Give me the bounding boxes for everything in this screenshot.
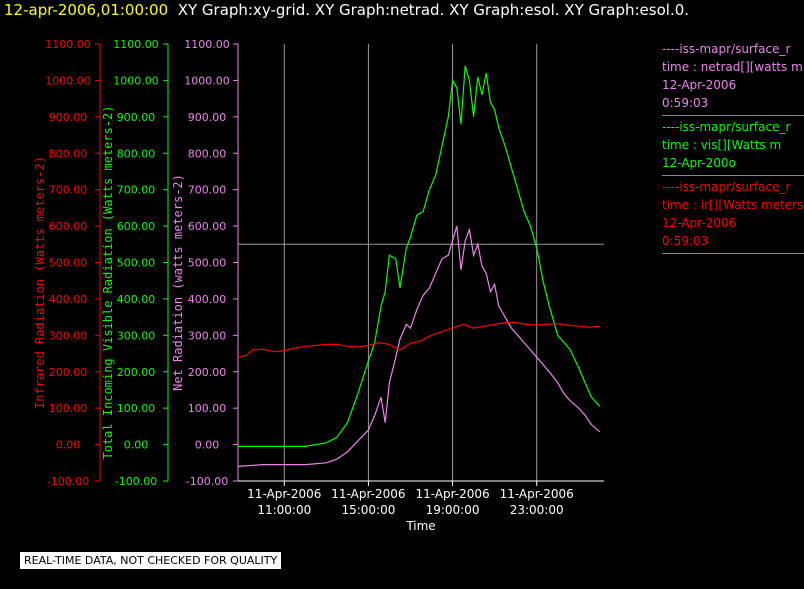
y-tick-label: 500.00 (49, 257, 88, 270)
y-tick-label: 500.00 (117, 257, 156, 270)
series-line-vis (238, 65, 601, 447)
header-time: 12-apr-2006,01:00:00 (4, 1, 169, 19)
y-tick-label: 300.00 (49, 329, 88, 342)
x-tick-label: 11-Apr-2006 (500, 487, 574, 501)
x-tick-label: 11-Apr-2006 (247, 487, 321, 501)
y-tick-label: 100.00 (117, 402, 156, 415)
x-tick-label: 11:00:00 (257, 503, 311, 517)
y-tick-label: 300.00 (117, 329, 156, 342)
y-tick-label: 900.00 (49, 111, 88, 124)
y-tick-label: 400.00 (117, 293, 156, 306)
y-axis-title: Infrared Radiation (Watts meters-2) (33, 156, 47, 409)
header-graph-list: XY Graph:xy-grid. XY Graph:netrad. XY Gr… (177, 1, 690, 19)
y-tick-label: -100.00 (186, 475, 228, 488)
y-tick-label: 400.00 (188, 293, 227, 306)
x-axis-title: Time (405, 519, 435, 533)
y-tick-label: 200.00 (49, 366, 88, 379)
y-tick-label: 100.00 (188, 402, 227, 415)
y-tick-label: 1000.00 (184, 74, 230, 87)
x-tick-label: 11-Apr-2006 (331, 487, 405, 501)
y-tick-label: 200.00 (117, 366, 156, 379)
y-tick-label: 0.00 (195, 439, 220, 452)
y-tick-label: 700.00 (49, 184, 88, 197)
x-tick-label: 23:00:00 (510, 503, 564, 517)
x-tick-label: 11-Apr-2006 (415, 487, 489, 501)
series-line-net (237, 225, 601, 467)
legend-line: ----iss-mapr/surface_r (662, 42, 791, 56)
y-tick-label: 200.00 (188, 366, 227, 379)
quality-note: REAL-TIME DATA, NOT CHECKED FOR QUALITY (19, 551, 283, 570)
legend-line: time : netrad[][watts m (662, 60, 803, 74)
x-tick-label: 15:00:00 (341, 503, 395, 517)
legend-line: time : ir[][Watts meters (662, 198, 804, 212)
y-tick-label: 0.00 (124, 439, 149, 452)
y-tick-label: 900.00 (117, 111, 156, 124)
y-tick-label: 300.00 (188, 329, 227, 342)
y-tick-label: 1000.00 (113, 74, 159, 87)
y-tick-label: 900.00 (188, 111, 227, 124)
y-tick-label: 600.00 (117, 220, 156, 233)
y-tick-label: 600.00 (49, 220, 88, 233)
y-tick-label: -100.00 (115, 475, 157, 488)
y-tick-label: 800.00 (188, 147, 227, 160)
y-tick-label: -100.00 (47, 475, 89, 488)
y-tick-label: 1100.00 (184, 38, 230, 51)
y-tick-label: 1100.00 (113, 38, 159, 51)
y-tick-label: 500.00 (188, 257, 227, 270)
y-tick-label: 600.00 (188, 220, 227, 233)
y-tick-label: 800.00 (49, 147, 88, 160)
legend-line: time : vis[][Watts m (662, 138, 782, 152)
header: 12-apr-2006,01:00:00 XY Graph:xy-grid. X… (4, 1, 689, 19)
y-tick-label: 0.00 (56, 439, 81, 452)
y-tick-label: 700.00 (188, 184, 227, 197)
legend-line: ----iss-mapr/surface_r (662, 120, 791, 134)
y-tick-label: 1100.00 (45, 38, 91, 51)
y-tick-label: 700.00 (117, 184, 156, 197)
legend-line: 12-Apr-2006 (662, 78, 737, 92)
y-tick-label: 800.00 (117, 147, 156, 160)
legend-line: ----iss-mapr/surface_r (662, 180, 791, 194)
legend-line: 12-Apr-200o (662, 156, 736, 170)
legend-line: 0:59:03 (662, 96, 709, 110)
y-axis-title: Total Incoming Visible Radiation (Watts … (101, 105, 115, 459)
y-axis-title: Net Radiation (watts meters-2) (171, 174, 185, 391)
x-tick-label: 19:00:00 (426, 503, 480, 517)
series-line-ir (237, 322, 600, 358)
y-tick-label: 400.00 (49, 293, 88, 306)
y-tick-label: 100.00 (49, 402, 88, 415)
legend-line: 0:59:03 (662, 234, 709, 248)
y-tick-label: 1000.00 (45, 74, 91, 87)
legend-line: 12-Apr-2006 (662, 216, 737, 230)
